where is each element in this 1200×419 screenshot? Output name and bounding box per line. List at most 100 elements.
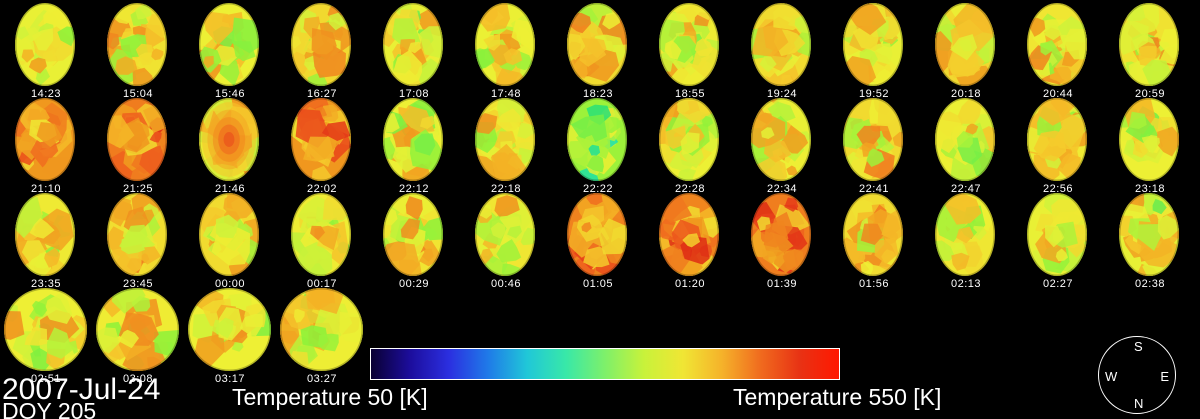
- disk-temperature-map: [750, 192, 812, 277]
- disk-frame[interactable]: 02:13: [920, 190, 1012, 285]
- disk-temperature-map: [1026, 192, 1088, 277]
- disk-frame[interactable]: 19:52: [828, 0, 920, 95]
- temperature-min-label: Temperature 50 [K]: [232, 384, 428, 411]
- disk-frame[interactable]: 15:46: [184, 0, 276, 95]
- disk-temperature-map: [658, 97, 720, 182]
- disk-temperature-map: [566, 192, 628, 277]
- disk-frame[interactable]: 00:17: [276, 190, 368, 285]
- disk-temperature-map: [3, 287, 88, 372]
- disk-temperature-map: [750, 97, 812, 182]
- disk-temperature-map: [842, 97, 904, 182]
- temperature-colorbar: [370, 348, 840, 380]
- disk-frame[interactable]: 22:18: [460, 95, 552, 190]
- disk-temperature-map: [14, 192, 76, 277]
- disk-row-2: 23:35 23:45 00:00 00:17 00:29 00:46 01:05 01:20…: [0, 190, 1200, 285]
- compass-west-label: W: [1105, 369, 1117, 384]
- disk-temperature-map: [566, 97, 628, 182]
- disk-frame[interactable]: 15:04: [92, 0, 184, 95]
- compass-east-label: E: [1160, 369, 1169, 384]
- disk-frame[interactable]: 14:23: [0, 0, 92, 95]
- disk-frame[interactable]: 23:18: [1104, 95, 1196, 190]
- disk-temperature-map: [1026, 97, 1088, 182]
- disk-sequence-panel: 14:23 15:04 15:46 16:27 17:08 17:48 18:23 18:55…: [0, 0, 1200, 419]
- disk-frame[interactable]: 22:56: [1012, 95, 1104, 190]
- disk-temperature-map: [658, 192, 720, 277]
- disk-temperature-map: [14, 2, 76, 87]
- disk-frame[interactable]: 22:34: [736, 95, 828, 190]
- disk-temperature-map: [1118, 192, 1180, 277]
- disk-temperature-map: [290, 192, 352, 277]
- disk-frame[interactable]: 22:22: [552, 95, 644, 190]
- disk-temperature-map: [14, 97, 76, 182]
- disk-frame[interactable]: 00:00: [184, 190, 276, 285]
- disk-frame[interactable]: 20:44: [1012, 0, 1104, 95]
- disk-temperature-map: [382, 97, 444, 182]
- temperature-max-label: Temperature 550 [K]: [733, 384, 941, 411]
- disk-temperature-map: [934, 192, 996, 277]
- compass-north-label: N: [1134, 396, 1143, 411]
- disk-frame[interactable]: 18:55: [644, 0, 736, 95]
- disk-temperature-map: [934, 2, 996, 87]
- disk-frame[interactable]: 16:27: [276, 0, 368, 95]
- disk-frame[interactable]: 02:38: [1104, 190, 1196, 285]
- disk-frame[interactable]: 21:25: [92, 95, 184, 190]
- disk-temperature-map: [1118, 97, 1180, 182]
- disk-temperature-map: [279, 287, 364, 372]
- disk-frame[interactable]: 22:02: [276, 95, 368, 190]
- disk-temperature-map: [1026, 2, 1088, 87]
- disk-frame[interactable]: 22:41: [828, 95, 920, 190]
- disk-temperature-map: [198, 97, 260, 182]
- disk-frame[interactable]: 22:47: [920, 95, 1012, 190]
- disk-frame[interactable]: 23:45: [92, 190, 184, 285]
- disk-frame[interactable]: 03:27: [276, 285, 368, 380]
- disk-temperature-map: [106, 192, 168, 277]
- disk-frame[interactable]: 21:46: [184, 95, 276, 190]
- disk-temperature-map: [290, 2, 352, 87]
- disk-frame[interactable]: 19:24: [736, 0, 828, 95]
- colorbar-group: [370, 348, 840, 380]
- disk-temperature-map: [106, 2, 168, 87]
- disk-row-0: 14:23 15:04 15:46 16:27 17:08 17:48 18:23 18:55…: [0, 0, 1200, 95]
- disk-temperature-map: [658, 2, 720, 87]
- disk-temperature-map: [382, 2, 444, 87]
- disk-frame[interactable]: 23:35: [0, 190, 92, 285]
- disk-temperature-map: [750, 2, 812, 87]
- disk-frame[interactable]: 22:12: [368, 95, 460, 190]
- disk-frame[interactable]: 18:23: [552, 0, 644, 95]
- disk-frame[interactable]: 03:08: [92, 285, 184, 380]
- disk-frame[interactable]: 01:56: [828, 190, 920, 285]
- disk-temperature-map: [1118, 2, 1180, 87]
- disk-temperature-map: [842, 2, 904, 87]
- doy-label: DOY 205: [2, 398, 96, 419]
- disk-frame[interactable]: 02:27: [1012, 190, 1104, 285]
- disk-frame[interactable]: 01:39: [736, 190, 828, 285]
- disk-frame[interactable]: 20:59: [1104, 0, 1196, 95]
- disk-frame[interactable]: 20:18: [920, 0, 1012, 95]
- disk-frame[interactable]: 02:51: [0, 285, 92, 380]
- disk-frame[interactable]: 01:20: [644, 190, 736, 285]
- disk-temperature-map: [934, 97, 996, 182]
- disk-temperature-map: [95, 287, 180, 372]
- disk-frame[interactable]: 03:17: [184, 285, 276, 380]
- disk-temperature-map: [198, 2, 260, 87]
- disk-temperature-map: [198, 192, 260, 277]
- disk-temperature-map: [474, 192, 536, 277]
- disk-temperature-map: [382, 192, 444, 277]
- compass-rose: S N W E: [1098, 336, 1176, 414]
- disk-frame[interactable]: 17:08: [368, 0, 460, 95]
- disk-temperature-map: [842, 192, 904, 277]
- disk-frame[interactable]: 00:46: [460, 190, 552, 285]
- disk-frame[interactable]: 00:29: [368, 190, 460, 285]
- disk-temperature-map: [566, 2, 628, 87]
- disk-frame[interactable]: 21:10: [0, 95, 92, 190]
- disk-temperature-map: [290, 97, 352, 182]
- compass-south-label: S: [1134, 339, 1143, 354]
- disk-row-1: 21:10 21:25 21:46 22:02 22:12 22:18 22:22 22:28…: [0, 95, 1200, 190]
- disk-temperature-map: [474, 2, 536, 87]
- disk-temperature-map: [106, 97, 168, 182]
- disk-temperature-map: [187, 287, 272, 372]
- disk-frame[interactable]: 17:48: [460, 0, 552, 95]
- disk-frame[interactable]: 22:28: [644, 95, 736, 190]
- disk-temperature-map: [474, 97, 536, 182]
- disk-frame[interactable]: 01:05: [552, 190, 644, 285]
